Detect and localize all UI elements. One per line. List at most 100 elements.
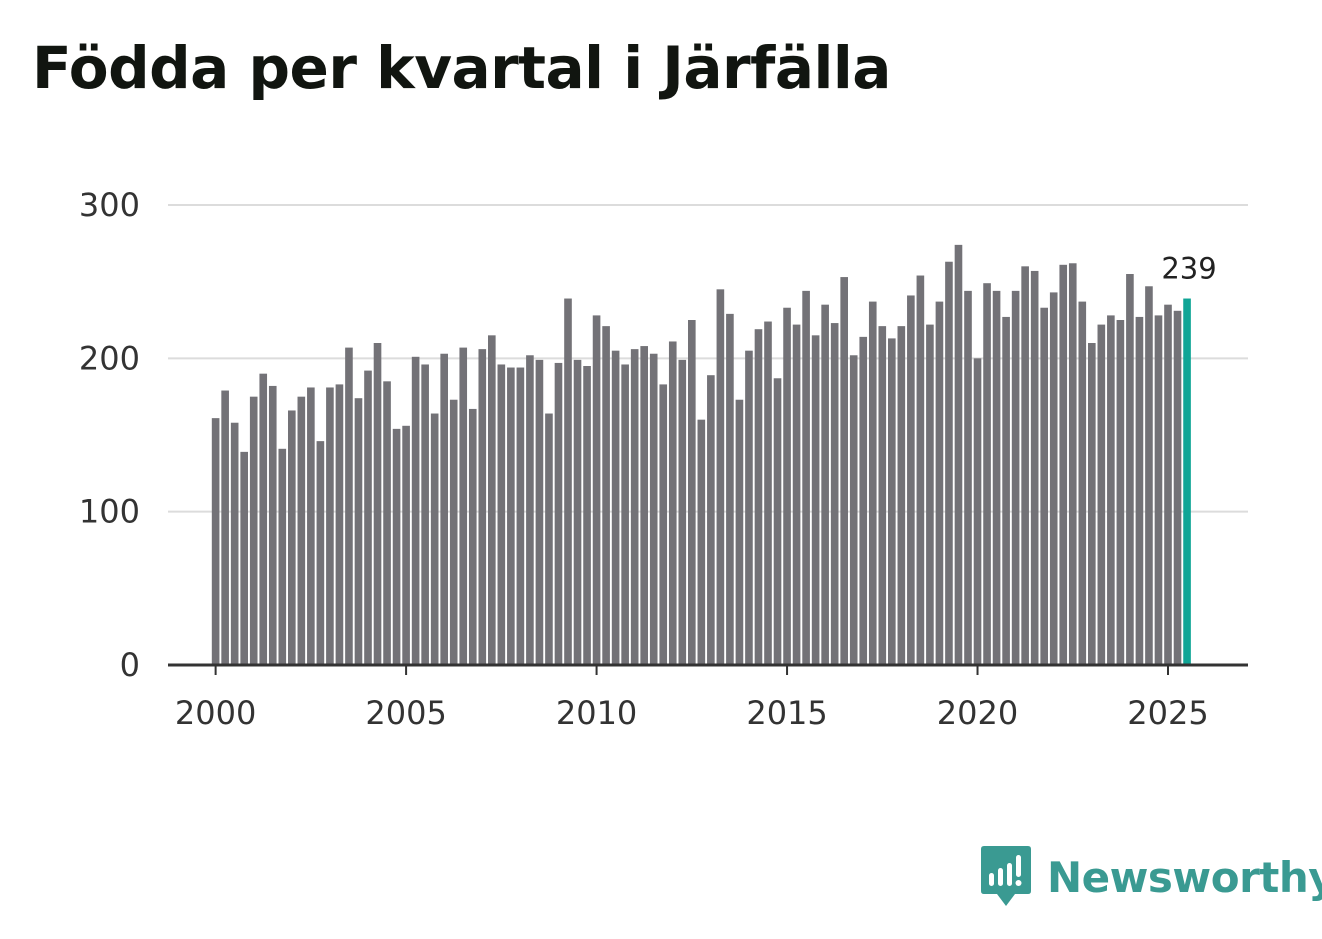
brand-logo: Newsworthy [981,846,1322,908]
x-tick-label: 2005 [365,694,446,732]
bar [545,413,553,665]
bar [992,290,1001,665]
y-axis-tick-labels: 0 100 200 300 [79,186,140,684]
bar [221,390,229,665]
bar [373,343,382,665]
bar [840,277,848,665]
bar [811,335,820,665]
bar [735,399,744,665]
bar [288,410,296,665]
bar [611,350,620,665]
bar [878,326,887,665]
bar [678,359,687,665]
bar [326,387,334,665]
x-axis-tick-labels: 2000 2005 2010 2015 2020 2025 [175,694,1209,732]
bar [297,396,306,665]
bar [1068,263,1077,665]
y-tick-label: 100 [79,493,140,531]
bar [583,366,591,665]
bar [573,359,582,665]
bar [849,355,858,665]
x-tick-label: 2020 [937,694,1018,732]
bar [488,335,496,665]
bar [630,349,639,665]
bar [916,275,925,665]
bar [830,323,839,665]
bar [497,364,506,665]
bar [792,324,801,665]
bar [459,347,468,665]
annotations: 239 [1161,252,1216,286]
bar [888,338,896,665]
bar [449,399,458,665]
bar [230,422,239,665]
newsworthy-logo-icon [981,846,1031,906]
bars [211,244,1191,665]
bar [1059,264,1068,665]
bar [526,355,534,665]
bar [1002,316,1010,665]
bar [602,326,610,665]
bar [659,384,668,665]
bar [1040,307,1048,665]
bar [945,261,953,665]
x-tick-label: 2015 [746,694,827,732]
x-tick-label: 2000 [175,694,256,732]
bar [688,320,696,665]
bar [621,364,629,665]
chart-title: Födda per kvartal i Järfälla [32,34,891,102]
bar [354,398,363,665]
bar [364,370,372,665]
bar [802,290,810,665]
bar [754,329,763,665]
x-tick-label: 2010 [556,694,637,732]
bar [259,373,268,665]
bar [1107,315,1115,665]
y-tick-label: 0 [120,646,140,684]
bar [907,295,915,665]
bar [278,448,287,665]
bar [468,408,477,665]
bar [973,358,982,665]
bar [1049,292,1058,665]
bar [1011,290,1020,665]
bar [1126,274,1134,665]
bar [421,364,429,665]
bar [211,418,220,665]
bar [564,298,572,665]
bar [783,307,791,665]
bar [554,362,563,665]
bar [773,378,782,665]
bar [707,375,715,665]
bar [335,384,344,665]
bar [897,326,906,665]
bar [1116,320,1125,665]
bar [411,356,420,665]
bar [983,283,991,665]
x-axis [168,663,1248,675]
bar [592,315,601,665]
bar [716,289,725,665]
bar [745,350,753,665]
bar [1145,286,1153,665]
bar [726,313,734,665]
highlight-value-label: 239 [1161,252,1216,286]
bar [964,290,972,665]
bar [516,367,525,665]
bar [268,385,277,665]
bar [535,359,544,665]
bar [859,336,868,665]
bar [668,341,677,665]
y-tick-label: 200 [79,339,140,377]
bar [1097,324,1106,665]
bar [821,304,829,665]
x-tick-label: 2025 [1127,694,1208,732]
bar [640,346,648,665]
bar [440,353,448,665]
bar [402,425,410,665]
bar [249,396,258,665]
brand-name: Newsworthy [1047,852,1322,902]
bar [1078,301,1087,665]
bar [649,353,658,665]
